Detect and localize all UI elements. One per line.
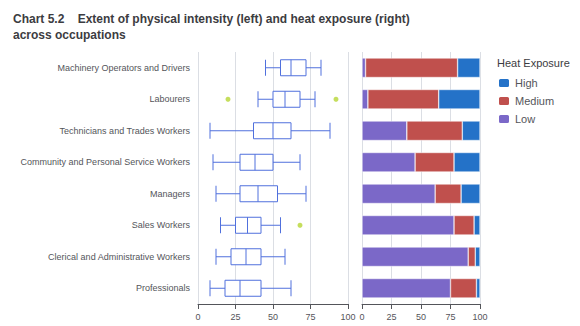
svg-text:75: 75: [305, 312, 315, 322]
svg-text:Clerical and Administrative Wo: Clerical and Administrative Workers: [48, 252, 190, 262]
svg-text:75: 75: [445, 312, 455, 322]
svg-text:High: High: [515, 77, 538, 89]
svg-text:50: 50: [416, 312, 426, 322]
svg-text:0: 0: [359, 312, 364, 322]
svg-text:Managers: Managers: [150, 189, 191, 199]
svg-text:Heat Exposure: Heat Exposure: [497, 57, 570, 69]
svg-text:0: 0: [195, 312, 200, 322]
svg-text:25: 25: [386, 312, 396, 322]
svg-text:100: 100: [472, 312, 487, 322]
svg-text:across occupations: across occupations: [13, 28, 126, 42]
svg-text:25: 25: [230, 312, 240, 322]
svg-text:Low: Low: [515, 113, 535, 125]
svg-text:Technicians and Trades Workers: Technicians and Trades Workers: [60, 126, 191, 136]
svg-text:50: 50: [268, 312, 278, 322]
svg-text:Sales Workers: Sales Workers: [132, 220, 191, 230]
svg-text:Medium: Medium: [515, 95, 554, 107]
svg-text:Chart 5.2 Extent of physica: Chart 5.2 Extent of physical intensity (…: [13, 12, 410, 26]
svg-text:Labourers: Labourers: [149, 94, 190, 104]
svg-text:Machinery Operators and Driver: Machinery Operators and Drivers: [57, 63, 190, 73]
svg-text:Community and Personal Service: Community and Personal Service Workers: [21, 157, 191, 167]
svg-text:100: 100: [340, 312, 355, 322]
svg-text:Professionals: Professionals: [136, 283, 191, 293]
